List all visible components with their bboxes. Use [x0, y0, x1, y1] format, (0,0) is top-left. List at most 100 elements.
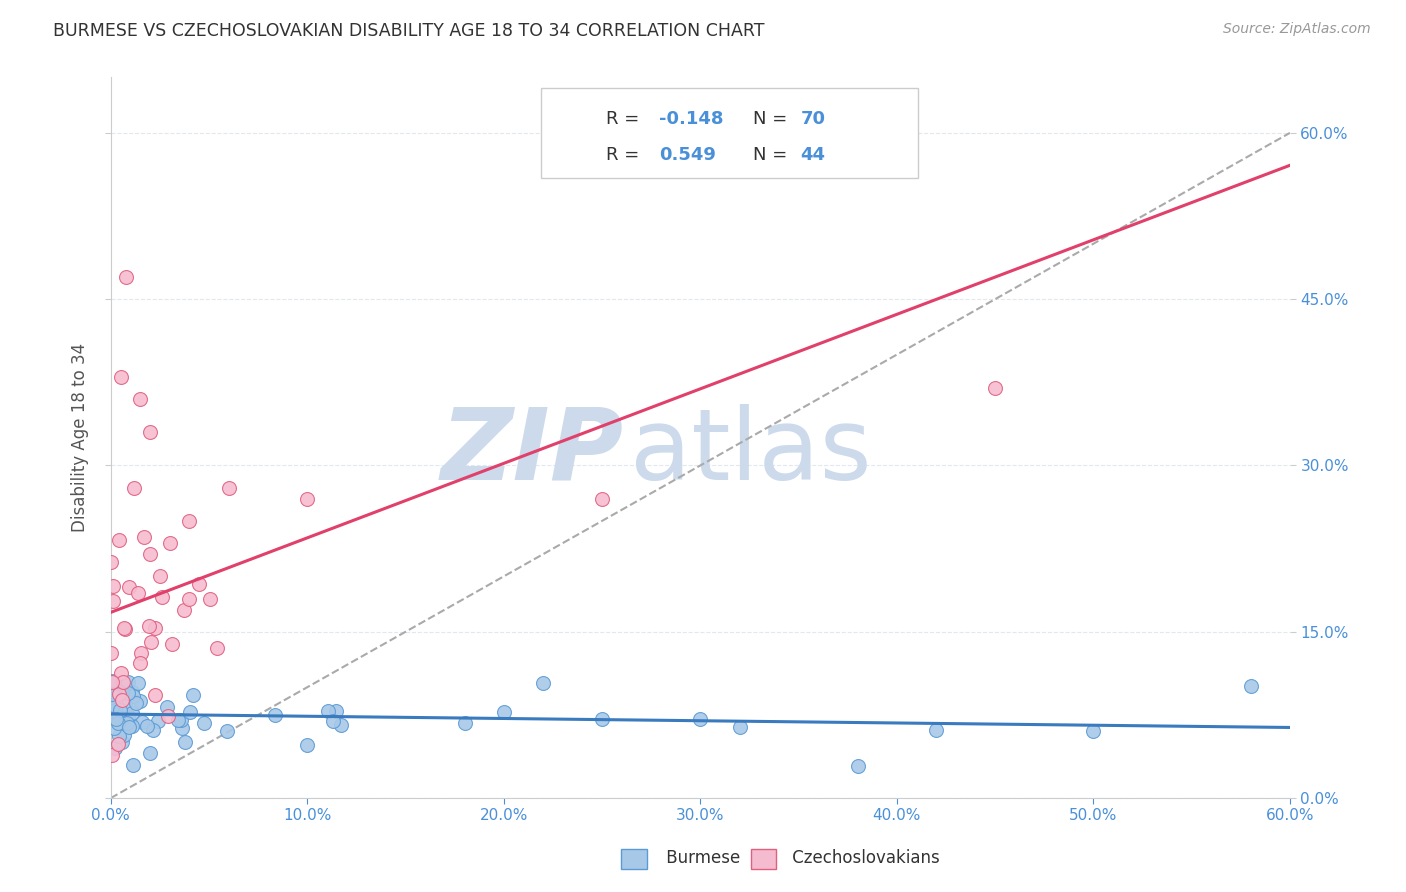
Point — [925, 723, 948, 737]
Point — [104, 686, 127, 700]
Point — [492, 705, 515, 719]
Point — [297, 491, 319, 506]
Point — [115, 715, 138, 730]
Point — [984, 381, 1007, 395]
Point — [179, 591, 201, 606]
Point — [100, 646, 122, 660]
Point — [100, 675, 122, 690]
Point — [108, 687, 131, 701]
Point — [316, 705, 339, 719]
Point — [173, 602, 195, 616]
Point — [330, 718, 353, 732]
Point — [143, 621, 166, 635]
Point — [591, 491, 613, 506]
Point — [138, 746, 160, 760]
Point — [108, 710, 131, 724]
Point — [121, 684, 143, 698]
Point — [166, 714, 188, 728]
Point — [101, 579, 124, 593]
Point — [689, 712, 711, 726]
Point — [124, 481, 146, 495]
Point — [117, 580, 139, 594]
Point — [193, 715, 215, 730]
FancyBboxPatch shape — [547, 141, 595, 171]
Point — [142, 723, 165, 737]
Point — [322, 714, 344, 729]
Point — [143, 689, 166, 703]
Point — [115, 270, 138, 285]
Point — [129, 392, 152, 406]
Point — [591, 712, 613, 726]
Point — [187, 576, 209, 591]
Point — [131, 714, 153, 729]
Text: -0.148: -0.148 — [659, 110, 724, 128]
Point — [127, 586, 149, 600]
Text: atlas: atlas — [630, 404, 872, 500]
Point — [125, 696, 148, 710]
Point — [103, 722, 125, 736]
Point — [217, 723, 239, 738]
Point — [101, 593, 124, 607]
Point — [108, 714, 131, 729]
Point — [728, 720, 751, 734]
Point — [111, 735, 134, 749]
Point — [100, 555, 122, 569]
Point — [179, 705, 201, 719]
Point — [104, 698, 127, 713]
Point — [105, 712, 128, 726]
Point — [170, 713, 193, 727]
Point — [110, 685, 132, 699]
Text: R =: R = — [606, 110, 645, 128]
Point — [104, 698, 127, 713]
Point — [1083, 724, 1105, 739]
Point — [103, 698, 125, 713]
Point — [108, 729, 131, 743]
Point — [114, 698, 136, 713]
Point — [138, 619, 160, 633]
Point — [104, 689, 127, 703]
Point — [121, 758, 143, 772]
Text: 44: 44 — [800, 145, 825, 163]
Text: Burmese: Burmese — [640, 849, 740, 867]
Point — [110, 666, 132, 681]
Point — [295, 739, 318, 753]
Point — [107, 533, 129, 548]
Point — [122, 690, 145, 704]
Point — [127, 676, 149, 690]
Point — [157, 708, 180, 723]
Point — [205, 640, 228, 655]
Point — [139, 547, 162, 561]
Point — [101, 673, 124, 688]
Point — [108, 704, 131, 718]
Point — [200, 592, 222, 607]
Point — [156, 699, 179, 714]
Point — [107, 737, 129, 751]
Point — [325, 704, 347, 718]
Point — [128, 693, 150, 707]
Point — [112, 674, 135, 689]
Point — [111, 692, 134, 706]
Point — [149, 569, 172, 583]
Point — [107, 715, 129, 730]
Point — [148, 714, 170, 728]
FancyBboxPatch shape — [541, 88, 918, 178]
Point — [101, 704, 124, 718]
Point — [114, 715, 136, 730]
Point — [101, 698, 124, 713]
Text: Czechoslovakians: Czechoslovakians — [766, 849, 941, 867]
Text: N =: N = — [754, 145, 793, 163]
Point — [117, 709, 139, 723]
Point — [100, 684, 122, 698]
Point — [121, 706, 143, 721]
Point — [141, 635, 163, 649]
Point — [121, 719, 143, 733]
Text: 70: 70 — [800, 110, 825, 128]
Point — [103, 678, 125, 692]
Point — [134, 530, 156, 544]
Point — [264, 708, 287, 723]
Point — [150, 590, 173, 604]
Text: 0.549: 0.549 — [659, 145, 716, 163]
Point — [159, 536, 181, 550]
FancyBboxPatch shape — [547, 105, 595, 135]
Point — [846, 758, 869, 772]
